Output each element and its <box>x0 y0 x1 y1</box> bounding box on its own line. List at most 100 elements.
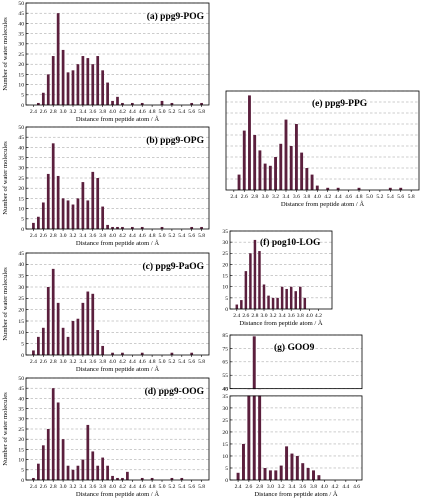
x-tick-label: 5.6 <box>188 109 195 115</box>
bar-b-5 <box>56 175 60 229</box>
bar-g-5 <box>263 467 267 480</box>
x-tick-label: 5.0 <box>366 194 373 200</box>
x-tick-label: 3.4 <box>79 484 86 490</box>
x-tick-label: 5.4 <box>387 194 394 200</box>
x-tick-label: 2.4 <box>235 484 242 490</box>
bar-a-18 <box>130 102 134 105</box>
x-tick-label: 4.8 <box>149 233 156 239</box>
bar-e-0 <box>237 174 241 190</box>
bar-c-17 <box>140 352 144 355</box>
bar-d-1 <box>37 463 40 480</box>
x-axis-label: Distance from peptide atom / Å <box>239 319 323 327</box>
y-tick-label: 30 <box>18 42 24 48</box>
axis-break-mask <box>227 389 365 396</box>
y-tick-label: 5 <box>21 93 24 99</box>
bar-c-2 <box>41 327 45 355</box>
y-tick-label: 35 <box>18 407 24 413</box>
bar-d-20 <box>140 477 144 480</box>
x-tick-label: 3.6 <box>89 233 96 239</box>
y-tick-label: 0 <box>225 307 228 313</box>
x-tick-label: 5.2 <box>168 484 175 490</box>
bar-f-10 <box>280 286 284 309</box>
x-tick-label: 4.0 <box>314 194 321 200</box>
bar-b-17 <box>116 226 119 229</box>
bar-d-18 <box>121 477 124 480</box>
y-tick-label: 50 <box>18 125 24 131</box>
y-axis-label: Number of water molecules <box>2 17 9 91</box>
bar-f-15 <box>303 297 307 309</box>
x-tick-label: 4.0 <box>109 109 116 115</box>
x-tick-label: 3.6 <box>89 359 96 365</box>
x-tick-label: 3.8 <box>99 359 106 365</box>
x-tick-label: 4.4 <box>342 484 349 490</box>
bar-b-9 <box>76 198 80 229</box>
bar-b-23 <box>200 226 203 229</box>
x-tick-label: 3.4 <box>79 233 86 239</box>
panel-title: (e) ppg9-PPG <box>312 98 368 109</box>
bar-f-11 <box>285 288 288 309</box>
bar-f-12 <box>289 286 293 309</box>
x-tick-label: 3.6 <box>89 109 96 115</box>
x-tick-label: 4.0 <box>306 313 313 319</box>
bar-e-6 <box>268 165 272 190</box>
bar-b-3 <box>46 173 50 229</box>
x-tick-label: 3.0 <box>262 194 269 200</box>
x-tick-label: 2.4 <box>233 313 240 319</box>
bar-f-8 <box>271 297 275 309</box>
x-tick-label: 3.4 <box>279 313 286 319</box>
y-tick-label: 35 <box>18 274 24 280</box>
x-tick-label: 5.8 <box>198 109 205 115</box>
y-tick-label: 10 <box>18 83 24 89</box>
bar-a-17 <box>121 102 124 105</box>
bar-b-15 <box>106 224 109 229</box>
x-tick-label: 2.8 <box>50 484 57 490</box>
x-tick-label: 5.0 <box>159 359 166 365</box>
x-tick-label: 2.8 <box>256 484 263 490</box>
panel-c-ppg9-paog: 0 5 10 15 20 25 30 35 40 45 2.4 2.6 2.8 3.0 3.2 3.4 3.6 3… <box>2 251 210 373</box>
panel-title: (f) pog10-LOG <box>260 237 321 248</box>
x-tick-label: 4.2 <box>332 484 339 490</box>
y-tick-label: 25 <box>18 296 24 302</box>
y-tick-label: 25 <box>222 251 228 257</box>
bar-e-17 <box>336 187 340 190</box>
x-tick-label: 2.6 <box>245 484 252 490</box>
bar-e-3 <box>253 135 257 190</box>
x-tick-label: 5.2 <box>168 359 175 365</box>
x-tick-label: 4.2 <box>119 233 126 239</box>
x-tick-label: 4.0 <box>109 233 116 239</box>
x-tick-label: 3.0 <box>267 484 274 490</box>
bar-c-19 <box>190 352 194 355</box>
x-tick-label: 5.4 <box>178 233 185 239</box>
x-tick-label: 5.6 <box>188 484 195 490</box>
y-tick-label: 35 <box>18 32 24 38</box>
x-tick-label: 2.8 <box>50 359 57 365</box>
x-tick-label: 2.8 <box>251 313 258 319</box>
bar-g-13 <box>306 467 310 480</box>
bar-a-7 <box>71 70 75 105</box>
bar-b-14 <box>101 206 105 229</box>
bar-d-15 <box>106 465 109 480</box>
x-tick-label: 5.8 <box>408 194 415 200</box>
bar-c-14 <box>101 345 105 355</box>
x-tick-label: 4.4 <box>129 233 136 239</box>
x-tick-label: 4.4 <box>129 359 136 365</box>
bar-d-4 <box>51 388 55 480</box>
x-tick-label: 2.6 <box>40 109 47 115</box>
bar-g-11 <box>295 455 299 480</box>
bar-c-18 <box>170 352 174 355</box>
x-tick-label: 2.6 <box>40 233 47 239</box>
bar-b-18 <box>121 226 124 229</box>
x-tick-label: 4.8 <box>149 484 156 490</box>
bar-b-16 <box>111 226 114 229</box>
y-tick-label: 45 <box>18 11 24 17</box>
x-tick-label: 3.8 <box>310 484 317 490</box>
x-tick-label: 4.0 <box>321 484 328 490</box>
bar-d-17 <box>116 477 119 480</box>
x-tick-label: 3.8 <box>303 194 310 200</box>
y-tick-label: 0 <box>225 478 228 484</box>
x-axis-label: Distance from peptide atom / Å <box>76 365 160 373</box>
bar-a-23 <box>200 102 203 105</box>
y-tick-label: 15 <box>18 72 24 78</box>
